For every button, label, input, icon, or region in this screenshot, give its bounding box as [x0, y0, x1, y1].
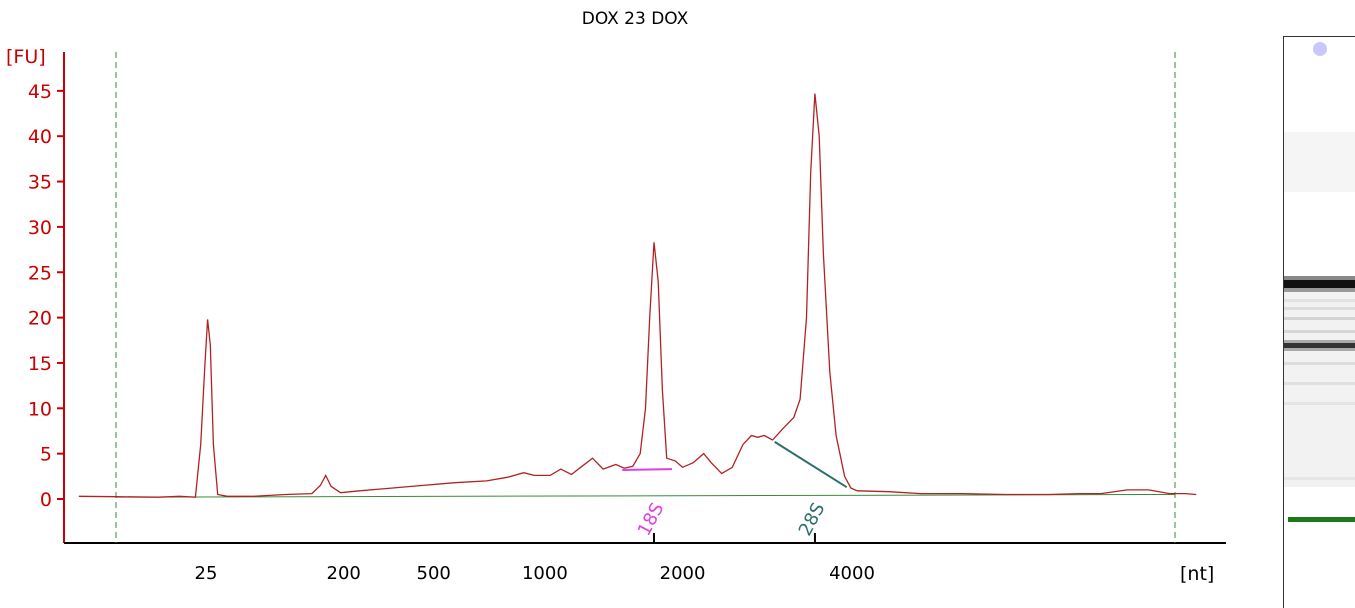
gel-faint-band: [1284, 317, 1355, 320]
gel-faint-band: [1284, 362, 1355, 365]
x-tick-label: 4000: [829, 563, 875, 584]
gel-band-28s-halo: [1284, 288, 1355, 292]
x-axis-unit-label: [nt]: [1180, 563, 1214, 585]
x-tick-label: 200: [327, 563, 361, 584]
y-tick-label: 35: [28, 172, 52, 194]
gel-lane-image: [1283, 36, 1355, 608]
x-tick-label: 2000: [660, 563, 706, 584]
y-tick-label: 20: [28, 308, 52, 330]
ladder-marker-lines: [115, 52, 1176, 543]
y-tick-label: 25: [28, 262, 52, 284]
y-tick-label: 5: [40, 444, 52, 466]
gel-band-18s-halo: [1284, 340, 1355, 343]
peak-annotations: 18S 28S: [622, 441, 848, 543]
y-tick-label: 40: [28, 126, 52, 148]
y-tick-label: 15: [28, 353, 52, 375]
peak-integration-line: [774, 441, 848, 489]
chart-axes: [63, 52, 1226, 544]
gel-faint-band: [1284, 477, 1355, 480]
y-tick-label: 10: [28, 398, 52, 420]
chart-title: DOX 23 DOX: [582, 9, 689, 29]
gel-faint-band: [1284, 402, 1355, 405]
y-tick-label: 45: [28, 81, 52, 103]
gel-faint-band: [1284, 307, 1355, 310]
gel-smear-top: [1284, 132, 1355, 192]
gel-faint-band: [1284, 382, 1355, 385]
gel-band-18s: [1284, 343, 1355, 348]
gel-marker-band: [1288, 517, 1355, 522]
x-axis-ticks: 25 200 500 1000 2000 4000: [195, 563, 875, 584]
gel-band-28s: [1284, 280, 1355, 288]
gel-band-28s-halo: [1284, 276, 1355, 280]
peak-label: 28S: [795, 499, 830, 539]
y-axis-ticks: 0 5 10 15 20 25 30 35 40 45: [28, 81, 64, 511]
y-tick-label: 30: [28, 217, 52, 239]
gel-lane-graphic: [1284, 42, 1355, 522]
gel-faint-band: [1284, 299, 1355, 302]
gel-faint-band: [1284, 330, 1355, 333]
electropherogram-chart: DOX 23 DOX [FU] [nt] 051015202530354045 …: [6, 9, 1226, 585]
fluorescence-trace: [78, 93, 1197, 498]
x-tick-label: 1000: [522, 563, 568, 584]
gel-sample-dot-icon: [1313, 42, 1327, 56]
trace-line: [78, 93, 1197, 498]
gel-band-18s-halo: [1284, 348, 1355, 351]
peak-label: 18S: [634, 499, 669, 539]
y-axis-unit-label: [FU]: [6, 46, 46, 68]
y-tick-label: 0: [40, 489, 52, 511]
x-tick-label: 500: [417, 563, 451, 584]
x-tick-label: 25: [195, 563, 218, 584]
peak-integration-line: [622, 468, 672, 471]
